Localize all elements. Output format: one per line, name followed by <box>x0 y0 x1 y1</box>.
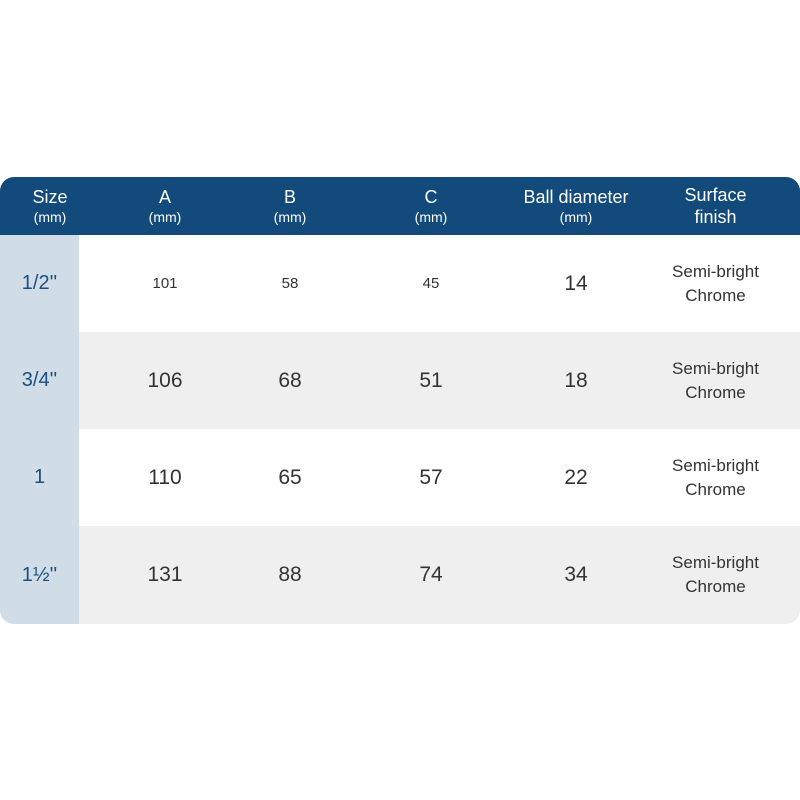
finish-line2: Chrome <box>685 382 746 402</box>
header-ball-diameter: Ball diameter (mm) <box>510 177 642 235</box>
cell-ball-diameter: 22 <box>564 465 588 489</box>
header-size-unit: (mm) <box>33 209 67 225</box>
finish-line2: Chrome <box>685 479 746 499</box>
row-size: 3/4'' <box>0 332 79 429</box>
header-a: A (mm) <box>120 177 210 235</box>
cell-b: 65 <box>278 465 302 489</box>
finish-line2: Chrome <box>685 577 746 596</box>
table-header: Size (mm) A (mm) B (mm) C (mm) Ball diam… <box>0 177 800 235</box>
header-b-title: B <box>283 187 296 207</box>
cell-a: 106 <box>147 368 183 392</box>
header-c-unit: (mm) <box>414 209 448 225</box>
header-ball-unit: (mm) <box>559 209 593 225</box>
cell-c: 74 <box>419 563 443 586</box>
cell-a: 131 <box>147 563 183 586</box>
cell-c: 57 <box>419 465 443 489</box>
cell-c: 51 <box>419 368 443 392</box>
finish-line1: Semi-bright <box>672 455 759 475</box>
header-finish-title2: finish <box>694 207 737 227</box>
cell-b: 88 <box>278 563 302 586</box>
cell-a: 101 <box>152 275 178 292</box>
header-surface-finish: Surface finish <box>648 177 783 235</box>
finish-line1: Semi-bright <box>672 358 759 378</box>
cell-surface-finish: Semi-bright Chrome <box>648 429 783 526</box>
header-ball-title: Ball diameter <box>523 187 629 207</box>
header-a-unit: (mm) <box>148 209 182 225</box>
row-size: 1½'' <box>0 526 79 624</box>
cell-surface-finish: Semi-bright Chrome <box>648 526 783 624</box>
finish-line2: Chrome <box>685 285 746 305</box>
header-b: B (mm) <box>245 177 335 235</box>
row-size: 1 <box>0 429 79 526</box>
cell-a: 110 <box>148 465 182 489</box>
table-row: 1½'' 131 88 74 34 Semi-bright Chrome <box>0 526 800 624</box>
table-row: 1 110 65 57 22 Semi-bright Chrome <box>0 429 800 526</box>
header-size-title: Size <box>32 187 68 207</box>
row-size: 1/2'' <box>0 235 79 332</box>
header-b-unit: (mm) <box>273 209 307 225</box>
cell-ball-diameter: 34 <box>564 563 588 586</box>
header-a-title: A <box>158 187 171 207</box>
cell-b: 68 <box>278 368 302 392</box>
header-c: C (mm) <box>386 177 476 235</box>
cell-b: 58 <box>281 275 299 292</box>
cell-surface-finish: Semi-bright Chrome <box>648 235 783 332</box>
header-finish-title: Surface <box>684 185 747 205</box>
table-row: 1/2'' 101 58 45 14 Semi-bright Chrome <box>0 235 800 332</box>
dimensions-table: Size (mm) A (mm) B (mm) C (mm) Ball diam… <box>0 177 800 624</box>
cell-ball-diameter: 18 <box>564 368 588 392</box>
finish-line1: Semi-bright <box>672 261 759 281</box>
header-c-title: C <box>424 187 438 207</box>
header-size: Size (mm) <box>0 177 100 235</box>
cell-c: 45 <box>422 275 440 292</box>
finish-line1: Semi-bright <box>672 553 759 572</box>
cell-ball-diameter: 14 <box>564 271 588 295</box>
cell-surface-finish: Semi-bright Chrome <box>648 332 783 429</box>
table-row: 3/4'' 106 68 51 18 Semi-bright Chrome <box>0 332 800 429</box>
